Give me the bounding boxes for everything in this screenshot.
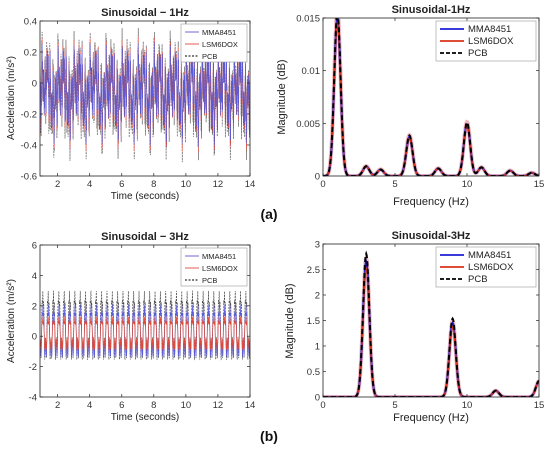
legend-label-lsm6dox: LSM6DOX bbox=[468, 262, 514, 273]
x-tick-label: 14 bbox=[245, 400, 256, 411]
x-tick-label: 5 bbox=[392, 400, 397, 411]
x-tick-label: 6 bbox=[119, 400, 124, 411]
series-line-mma8451 bbox=[40, 42, 250, 147]
legend-label-pcb: PCB bbox=[202, 276, 217, 285]
x-tick-label: 12 bbox=[213, 179, 224, 190]
chart-b-frequency-domain: Sinusoidal-3Hz Frequency (Hz) Magnitude … bbox=[284, 230, 544, 424]
x-axis-label: Frequency (Hz) bbox=[393, 196, 469, 208]
y-tick-label: 2.5 bbox=[307, 265, 320, 276]
series-line-pcb bbox=[323, 250, 539, 397]
y-tick-label: 0 bbox=[315, 172, 320, 183]
x-axis-label: Time (seconds) bbox=[111, 412, 180, 423]
legend-label-mma8451: MMA8451 bbox=[202, 28, 236, 37]
panel-label-b: (b) bbox=[260, 428, 278, 444]
y-tick-label: 0.015 bbox=[296, 14, 320, 25]
legend-label-lsm6dox: LSM6DOX bbox=[202, 264, 238, 273]
plot-area-border bbox=[39, 244, 251, 398]
y-tick-label: 0.4 bbox=[24, 17, 37, 28]
y-tick-label: 2 bbox=[315, 291, 320, 302]
y-tick-label: 1.5 bbox=[307, 316, 320, 327]
y-tick-label: 2 bbox=[32, 301, 37, 312]
y-tick-label: -4 bbox=[29, 393, 37, 404]
y-tick-label: 0.01 bbox=[302, 66, 321, 77]
x-tick-label: 8 bbox=[151, 400, 156, 411]
y-tick-label: 0 bbox=[315, 393, 320, 404]
legend-label-mma8451: MMA8451 bbox=[468, 250, 511, 261]
y-tick-label: -0.4 bbox=[21, 141, 37, 152]
y-tick-label: 0.005 bbox=[296, 119, 320, 130]
legend-label-lsm6dox: LSM6DOX bbox=[468, 36, 514, 47]
chart-a-time-domain: Sinusoidal − 1Hz Time (seconds) Accelera… bbox=[6, 7, 255, 202]
panel-label-a: (a) bbox=[260, 206, 277, 222]
x-tick-label: 10 bbox=[181, 179, 192, 190]
x-tick-label: 10 bbox=[462, 179, 473, 190]
legend-label-pcb: PCB bbox=[468, 274, 488, 285]
chart-a-frequency-domain: Sinusoidal-1Hz Frequency (Hz) Magnitude … bbox=[276, 4, 544, 208]
chart-b-time-domain: Sinusoidal − 3Hz Time (seconds) Accelera… bbox=[6, 231, 255, 423]
legend-label-pcb: PCB bbox=[202, 52, 217, 61]
x-tick-label: 10 bbox=[181, 400, 192, 411]
x-tick-label: 10 bbox=[462, 400, 473, 411]
y-tick-label: 0 bbox=[32, 79, 37, 90]
chart-title: Sinusoidal-3Hz bbox=[392, 230, 471, 242]
y-tick-label: 1 bbox=[315, 342, 320, 353]
y-tick-label: -0.6 bbox=[21, 172, 37, 183]
x-tick-label: 0 bbox=[320, 400, 325, 411]
y-tick-label: 0.2 bbox=[24, 48, 37, 59]
x-tick-label: 5 bbox=[392, 179, 397, 190]
y-axis-label: Acceleration (m/s²) bbox=[6, 56, 17, 140]
x-tick-label: 15 bbox=[534, 179, 545, 190]
x-tick-label: 12 bbox=[213, 400, 224, 411]
x-tick-label: 4 bbox=[87, 400, 92, 411]
y-tick-label: 0 bbox=[32, 332, 37, 343]
x-tick-label: 15 bbox=[534, 400, 545, 411]
y-tick-label: -2 bbox=[29, 362, 37, 373]
y-tick-label: 3 bbox=[315, 240, 320, 251]
x-tick-label: 0 bbox=[320, 179, 325, 190]
y-tick-label: 6 bbox=[32, 241, 37, 252]
y-tick-label: 0.5 bbox=[307, 367, 320, 378]
legend: MMA8451 LSM6DOX PCB bbox=[180, 247, 248, 287]
x-tick-label: 4 bbox=[87, 179, 92, 190]
legend-label-lsm6dox: LSM6DOX bbox=[202, 40, 238, 49]
x-tick-label: 2 bbox=[55, 179, 60, 190]
chart-title: Sinusoidal − 1Hz bbox=[101, 7, 189, 19]
legend-label-mma8451: MMA8451 bbox=[202, 252, 236, 261]
series-line-pcb bbox=[323, 18, 539, 176]
x-axis-label: Frequency (Hz) bbox=[393, 412, 469, 424]
y-axis-label: Acceleration (m/s²) bbox=[6, 279, 17, 363]
plot-area-border bbox=[39, 20, 251, 177]
x-tick-label: 14 bbox=[245, 179, 256, 190]
legend-label-mma8451: MMA8451 bbox=[468, 24, 511, 35]
y-axis-label: Magnitude (dB) bbox=[284, 283, 296, 358]
plot-area-border bbox=[322, 17, 540, 177]
chart-title: Sinusoidal − 3Hz bbox=[101, 231, 189, 243]
y-tick-label: -0.2 bbox=[21, 110, 37, 121]
legend: MMA8451 LSM6DOX PCB bbox=[180, 23, 248, 63]
series-line-lsm6dox bbox=[40, 315, 250, 351]
chart-title: Sinusoidal-1Hz bbox=[392, 4, 471, 16]
series-line-pcb bbox=[40, 290, 250, 361]
y-axis-label: Magnitude (dB) bbox=[276, 59, 288, 134]
x-axis-label: Time (seconds) bbox=[111, 191, 180, 202]
x-tick-label: 6 bbox=[119, 179, 124, 190]
x-tick-label: 8 bbox=[151, 179, 156, 190]
series-line-mma8451 bbox=[40, 304, 250, 358]
x-tick-label: 2 bbox=[55, 400, 60, 411]
y-tick-label: 4 bbox=[32, 271, 37, 282]
legend-label-pcb: PCB bbox=[468, 48, 488, 59]
